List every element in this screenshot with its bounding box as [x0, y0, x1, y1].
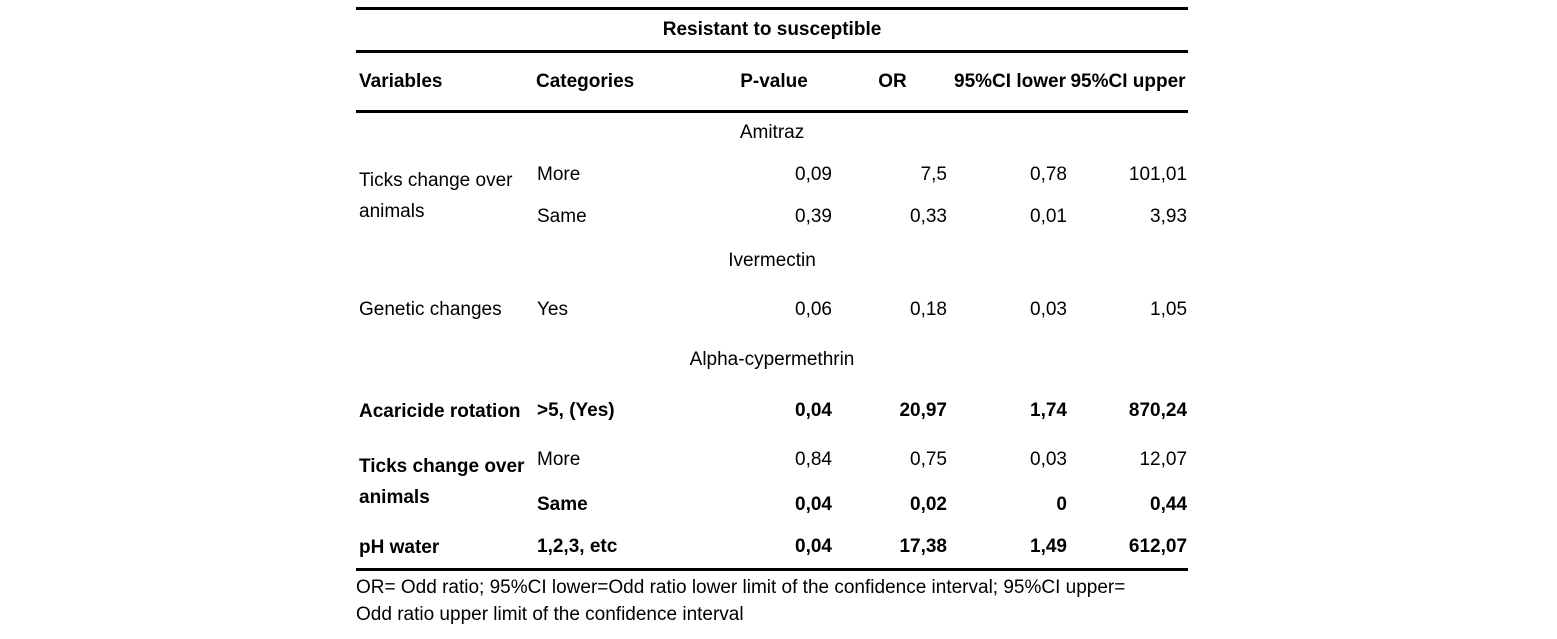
- col-header-ci-lower: 95%CI lower: [952, 51, 1068, 113]
- table-row: Ticks change over animals More 0,09 7,5 …: [356, 154, 1188, 222]
- table-row: Same 0,39 0,33 0,01 3,93: [356, 196, 1188, 238]
- ci-lower-cell: 0,03: [1030, 449, 1067, 470]
- ci-upper-cell: 101,01: [1128, 163, 1188, 185]
- or-cell: 7,5: [920, 163, 947, 185]
- col-header-categories: Categories: [533, 51, 715, 113]
- ci-upper-cell: 870,24: [1128, 400, 1188, 421]
- table-title: Resistant to susceptible: [356, 8, 1189, 53]
- results-table-container: Resistant to susceptible Variables Categ…: [356, 7, 1189, 571]
- ci-lower-cell: 0,01: [1030, 205, 1067, 227]
- table-row: Same 0,04 0,02 0 0,44: [356, 484, 1188, 527]
- ci-upper-cell: 0,44: [1150, 494, 1188, 515]
- category-cell: >5, (Yes): [537, 400, 615, 421]
- col-header-ci-upper: 95%CI upper: [1068, 51, 1189, 113]
- category-cell: Yes: [537, 298, 568, 320]
- category-cell: 1,2,3, etc: [533, 526, 715, 571]
- table-row: Genetic changes Yes 0,06 0,18 0,03 1,05: [356, 285, 1188, 335]
- category-cell: Same: [537, 205, 587, 227]
- or-cell: 17,38: [833, 526, 952, 571]
- section-row-amitraz: Amitraz: [356, 112, 1188, 154]
- ci-upper-cell: 612,07: [1068, 526, 1189, 571]
- ci-upper-cell: 3,93: [1150, 205, 1188, 227]
- pvalue-cell: 0,39: [795, 205, 832, 227]
- section-row-ivermectin: Ivermectin: [356, 238, 1188, 285]
- category-cell: More: [537, 449, 581, 470]
- table-row: Ticks change over animals More 0,84 0,75…: [356, 437, 1188, 508]
- section-label: Amitraz: [739, 122, 805, 144]
- ci-upper-cell: 12,07: [1139, 449, 1188, 470]
- category-cell: Same: [537, 494, 588, 515]
- variable-cell: Ticks change over animals: [359, 455, 525, 508]
- pvalue-cell: 0,06: [795, 298, 832, 320]
- table-row: Acaricide rotation >5, (Yes) 0,04 20,97 …: [356, 386, 1188, 437]
- pvalue-cell: 0,04: [715, 526, 833, 571]
- or-cell: 0,18: [910, 298, 947, 320]
- table-header-row: Variables Categories P-value OR 95%CI lo…: [356, 51, 1189, 113]
- variable-cell: pH water: [356, 526, 533, 571]
- or-cell: 0,33: [910, 205, 947, 227]
- ci-lower-cell: 1,74: [1030, 400, 1067, 421]
- table-footnote: OR= Odd ratio; 95%CI lower=Odd ratio low…: [356, 577, 1126, 625]
- or-cell: 20,97: [899, 400, 947, 421]
- ci-lower-cell: 1,49: [952, 526, 1068, 571]
- ci-lower-cell: 0,03: [1030, 298, 1067, 320]
- col-header-or: OR: [833, 51, 952, 113]
- pvalue-cell: 0,04: [795, 494, 832, 515]
- pvalue-cell: 0,04: [795, 400, 832, 421]
- ci-lower-cell: 0: [1056, 494, 1067, 515]
- col-header-variables: Variables: [356, 51, 533, 113]
- table-title-row: Resistant to susceptible: [356, 8, 1189, 53]
- table-row: pH water 1,2,3, etc 0,04 17,38 1,49 612,…: [356, 526, 1189, 571]
- variable-cell: Acaricide rotation: [359, 400, 521, 422]
- ci-upper-cell: 1,05: [1150, 298, 1188, 320]
- pvalue-cell: 0,09: [795, 163, 832, 185]
- col-header-pvalue: P-value: [715, 51, 833, 113]
- or-cell: 0,02: [910, 494, 947, 515]
- section-label: Ivermectin: [728, 250, 816, 271]
- section-row-alpha-cypermethrin: Alpha-cypermethrin: [356, 335, 1188, 386]
- or-cell: 0,75: [910, 449, 947, 470]
- category-cell: More: [537, 163, 581, 185]
- results-table: Resistant to susceptible Variables Categ…: [356, 7, 1189, 571]
- ci-lower-cell: 0,78: [1030, 163, 1067, 185]
- variable-cell: Genetic changes: [359, 299, 502, 320]
- section-label: Alpha-cypermethrin: [689, 349, 855, 370]
- variable-cell: Ticks change over animals: [359, 169, 513, 222]
- pvalue-cell: 0,84: [795, 449, 832, 470]
